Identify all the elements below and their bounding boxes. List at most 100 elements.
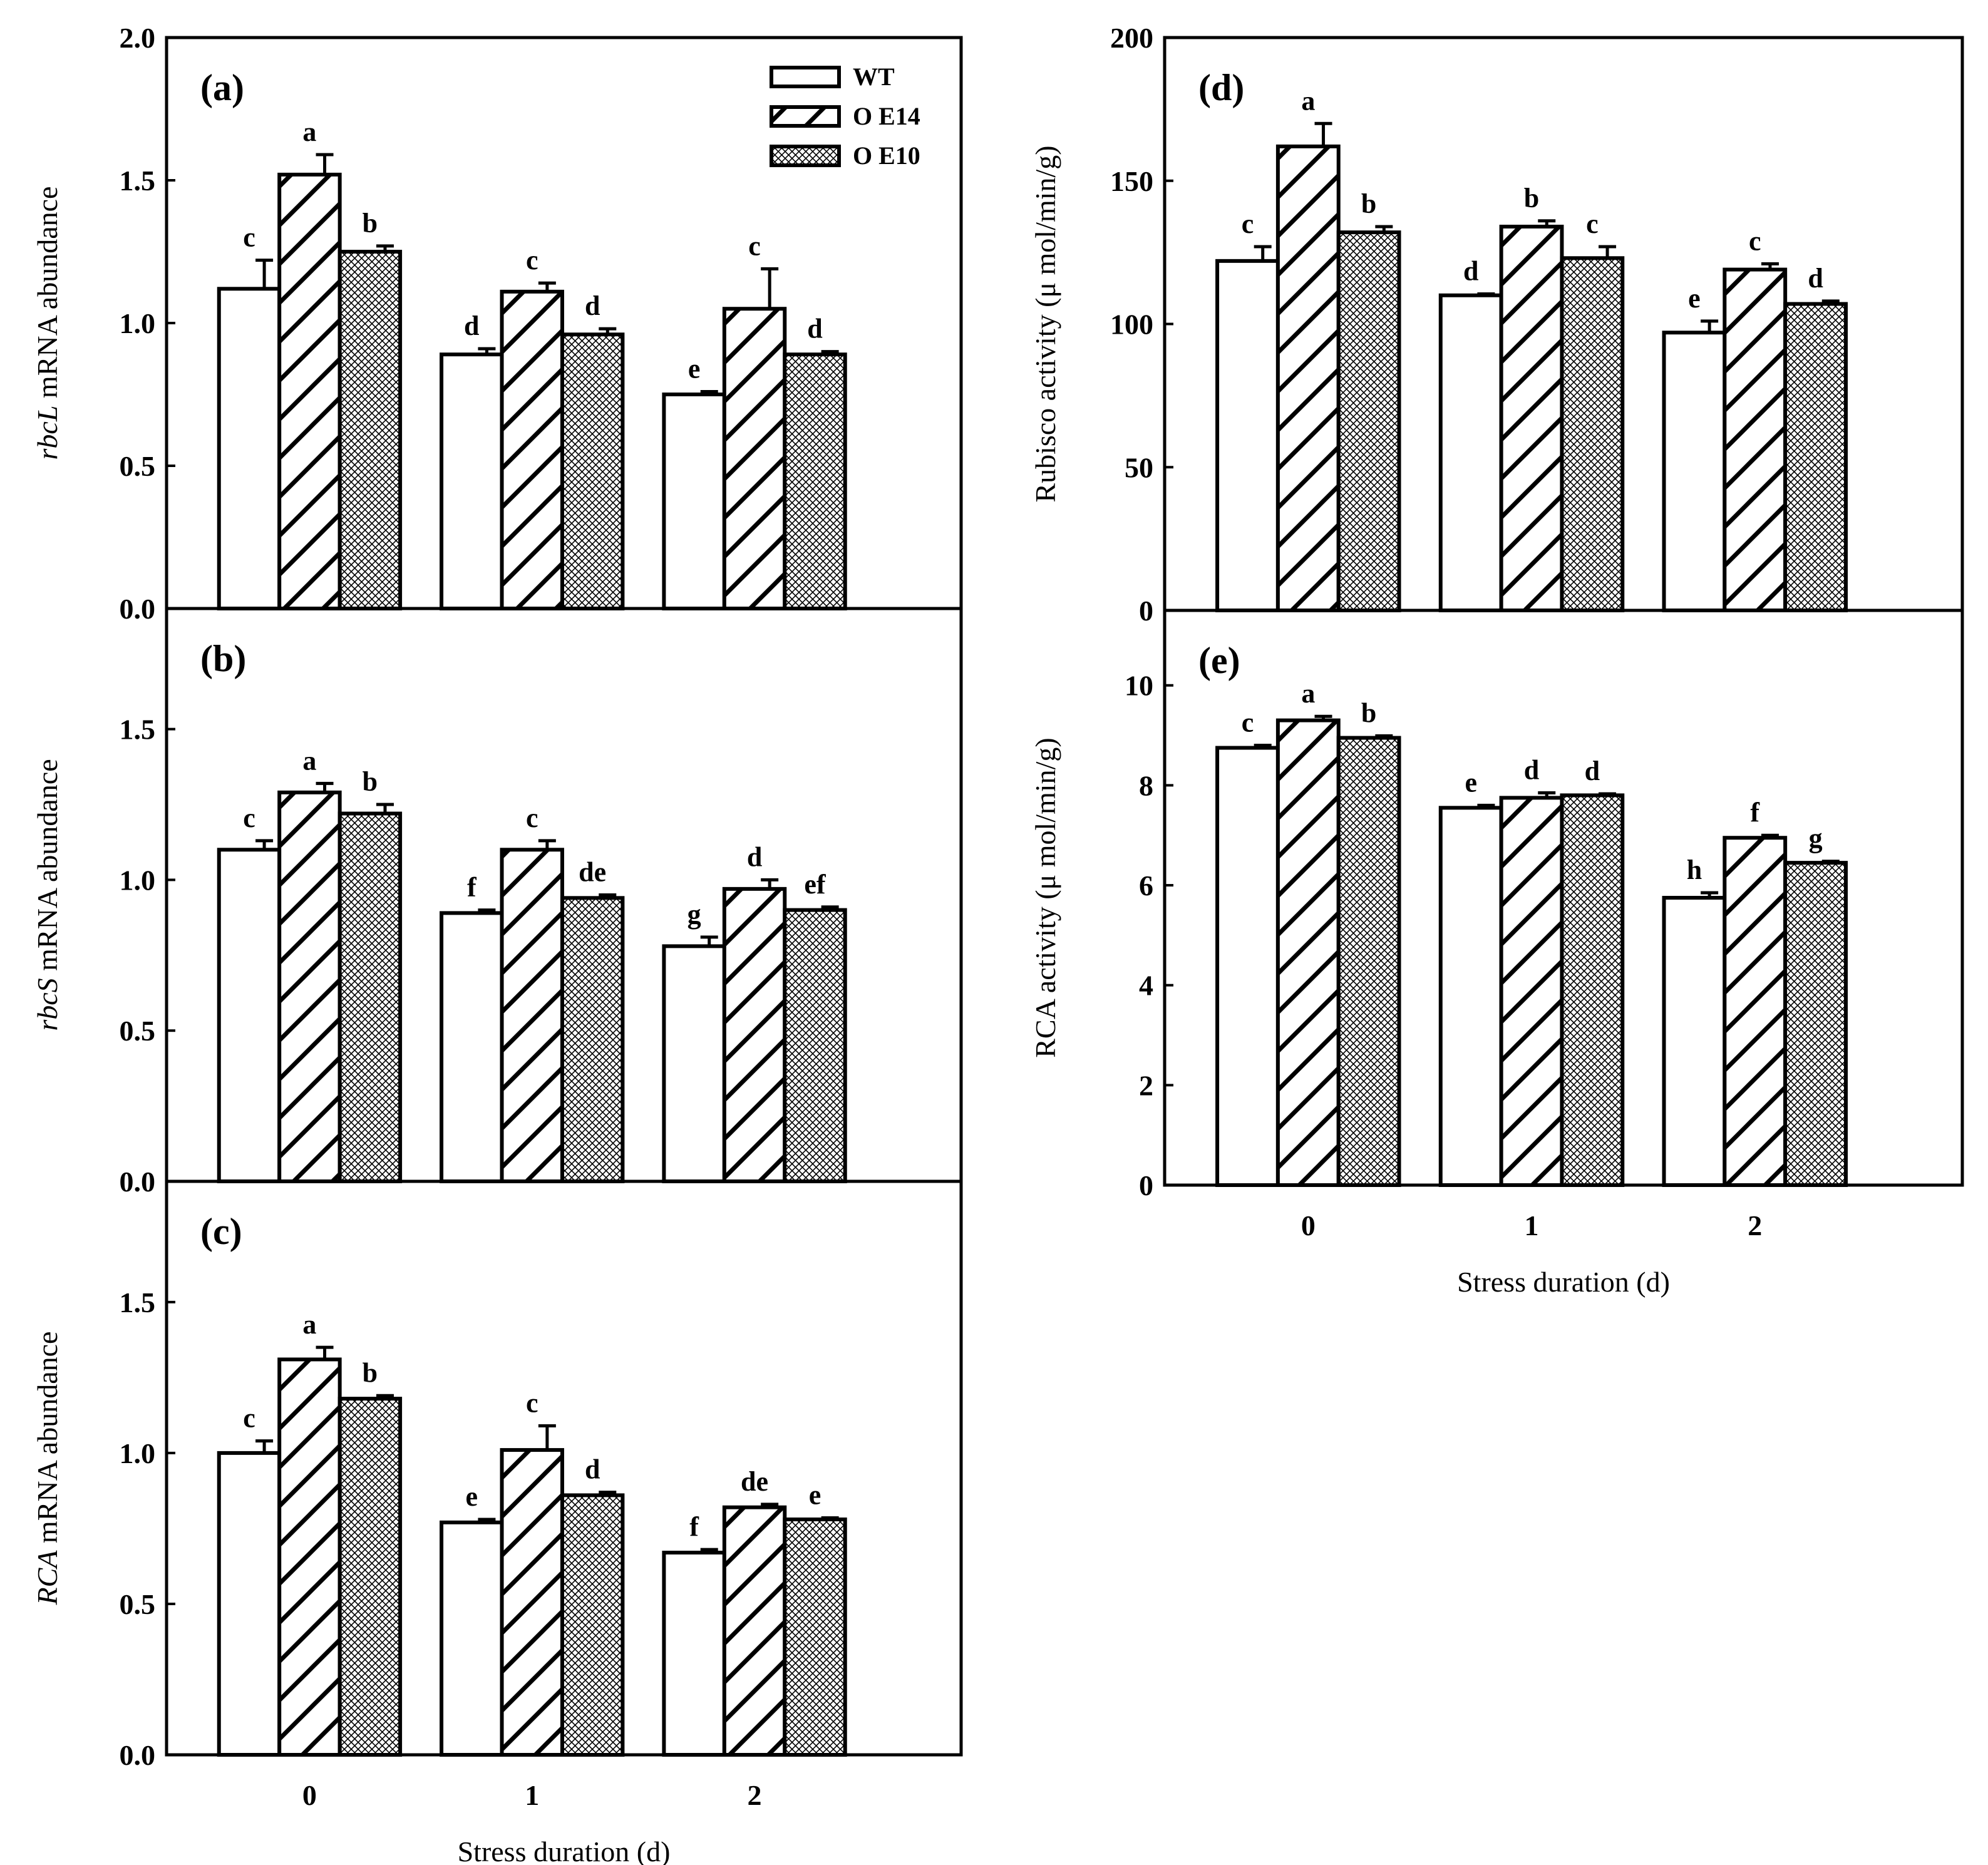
significance-label: a — [302, 116, 316, 147]
significance-label: c — [526, 245, 538, 275]
significance-label: a — [1301, 678, 1315, 709]
significance-label: c — [526, 803, 538, 833]
significance-label: h — [1687, 855, 1702, 885]
bar-oe14-day2 — [1723, 267, 1788, 612]
significance-label: b — [1361, 188, 1376, 219]
bar-oe14-day1 — [1499, 796, 1564, 1187]
y-axis-label-gene: RCA — [31, 1550, 63, 1606]
y-tick-label: 0.5 — [120, 1015, 156, 1047]
y-axis-label: rbcL mRNA abundance — [31, 187, 63, 460]
significance-label: d — [1585, 756, 1600, 786]
significance-label: c — [1586, 208, 1599, 239]
y-tick-label: 200 — [1110, 22, 1153, 54]
bar-wt-day2 — [1662, 331, 1727, 612]
significance-label: d — [1463, 255, 1478, 286]
bar-oe14-day0 — [1275, 718, 1341, 1188]
y-axis-label: RCA activity (μ mol/min/g) — [1029, 737, 1061, 1057]
significance-label: a — [302, 1309, 316, 1340]
y-tick-label: 100 — [1110, 309, 1153, 341]
legend-swatch — [770, 66, 841, 88]
significance-label: e — [1465, 767, 1477, 798]
significance-label: f — [1750, 797, 1760, 828]
y-tick-label: 0 — [1139, 595, 1153, 627]
bar-oe10-day1 — [560, 332, 625, 610]
y-axis-label: RCA mRNA abundance — [31, 1332, 63, 1606]
legend-label: O E14 — [853, 102, 920, 130]
bar-oe10-day0 — [1336, 230, 1401, 613]
bar-oe14-day0 — [277, 172, 342, 610]
significance-label: c — [1242, 208, 1254, 239]
significance-label: c — [243, 1403, 255, 1434]
bar-wt-day0 — [217, 848, 282, 1183]
bar-oe14-day1 — [1499, 224, 1564, 612]
x-tick-label: 0 — [302, 1779, 317, 1811]
bar-wt-day2 — [662, 944, 726, 1183]
y-tick-label: 2 — [1139, 1069, 1153, 1101]
bar-wt-day0 — [217, 287, 282, 610]
y-axis-label-text: mRNA abundance — [31, 1332, 63, 1551]
panel-tag: (c) — [200, 1211, 242, 1252]
x-tick-label: 2 — [748, 1779, 762, 1811]
legend-label: O E10 — [853, 141, 920, 170]
y-tick-label: 6 — [1139, 870, 1153, 902]
y-tick-label: 1.0 — [120, 864, 156, 896]
bar-oe10-day0 — [1336, 736, 1401, 1187]
bar-wt-day2 — [662, 1550, 726, 1757]
significance-label: c — [748, 230, 761, 261]
significance-label: b — [363, 766, 378, 797]
y-tick-label: 0.0 — [120, 1739, 156, 1771]
significance-label: g — [688, 899, 701, 930]
bar-wt-day1 — [440, 1520, 504, 1757]
panel-c: 0.0 0.5 1.0 1.5 (c) RCA mRNA abundance c a b 0 e c d… — [31, 1179, 963, 1865]
x-tick-label: 0 — [1301, 1210, 1316, 1241]
bar-wt-day2 — [1662, 896, 1727, 1187]
significance-label: b — [363, 208, 378, 239]
bar-oe10-day0 — [337, 811, 403, 1183]
panel-tag: (b) — [200, 638, 246, 679]
panel-b: 0.0 0.5 1.0 1.5 (b) rbcS mRNA abundance c a b f c d… — [31, 607, 963, 1198]
y-tick-label: 150 — [1110, 165, 1153, 197]
x-tick-label: 2 — [1748, 1210, 1762, 1241]
y-tick-label: 4 — [1139, 970, 1153, 1002]
y-tick-label: 0.0 — [120, 1166, 156, 1198]
panel-tag: (d) — [1198, 67, 1244, 108]
bar-oe10-day0 — [337, 1397, 403, 1757]
significance-label: f — [689, 1511, 699, 1542]
bar-wt-day0 — [1215, 259, 1280, 613]
x-axis-label: Stress duration (d) — [458, 1836, 671, 1865]
significance-label: c — [1749, 225, 1761, 256]
bar-oe14-day1 — [500, 289, 564, 610]
significance-label: d — [1524, 754, 1539, 785]
bar-oe10-day2 — [783, 352, 847, 610]
bar-wt-day1 — [1438, 806, 1503, 1187]
bar-wt-day0 — [217, 1451, 282, 1757]
bar-oe14-day2 — [722, 1505, 787, 1757]
y-tick-label: 2.0 — [120, 22, 156, 54]
y-axis-label-gene: rbcL — [31, 406, 63, 460]
bar-oe14-day2 — [722, 886, 787, 1183]
significance-label: d — [807, 314, 822, 344]
significance-label: de — [741, 1466, 768, 1497]
panel-d: 0 50 100 150 200 (d) Rubisco activity (μ mol/m… — [1029, 22, 1964, 627]
bar-oe14-day2 — [722, 307, 787, 610]
significance-label: f — [467, 872, 477, 903]
panels-layer: 0.0 0.5 1.0 1.5 2.0 (a) rbcL mRNA abundance c a b… — [31, 22, 1964, 1865]
y-tick-label: 0.5 — [120, 1588, 156, 1620]
y-tick-label: 50 — [1125, 451, 1153, 483]
y-tick-label: 1.5 — [120, 1287, 156, 1318]
y-tick-label: 1.0 — [120, 1437, 156, 1469]
bar-wt-day1 — [1438, 293, 1503, 612]
significance-label: d — [585, 290, 600, 321]
panel-tag: (a) — [200, 67, 244, 108]
bar-oe10-day1 — [1560, 256, 1625, 612]
bar-oe10-day2 — [1783, 861, 1848, 1187]
y-tick-label: 0 — [1139, 1169, 1153, 1201]
panel-e: 0 2 4 6 8 10 (e) RCA activity (μ mol/min/g) c a b 0… — [1029, 609, 1964, 1298]
legend-swatch — [770, 145, 841, 167]
significance-label: c — [526, 1388, 538, 1419]
x-axis-label: Stress duration (d) — [1457, 1266, 1670, 1298]
y-tick-label: 0.0 — [120, 593, 156, 625]
significance-label: g — [1809, 823, 1823, 854]
bar-oe14-day0 — [277, 1357, 342, 1757]
